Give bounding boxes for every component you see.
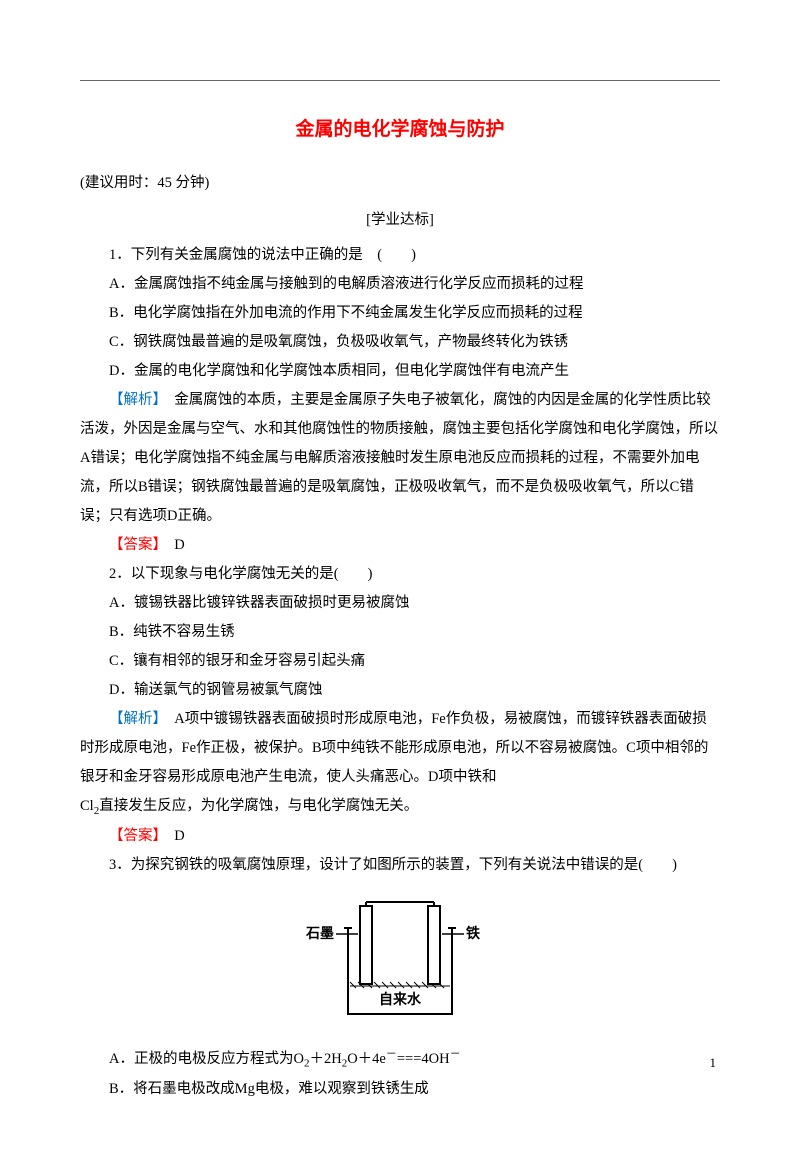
q2-analysis-p1: 【解析】 A项中镀锡铁器表面破损时形成原电池，Fe作负极，易被腐蚀，而镀锌铁器表… [80,705,720,792]
diagram-liquid-label: 自来水 [379,991,422,1008]
q1-answer-text: D [160,537,185,553]
q1-option-a: A．金属腐蚀指不纯金属与接触到的电解质溶液进行化学反应而损耗的过程 [80,270,720,299]
top-rule [80,80,720,81]
answer-label: 【答案】 [109,537,160,553]
q1-option-d: D．金属的电化学腐蚀和化学腐蚀本质相同，但电化学腐蚀伴有电流产生 [80,357,720,386]
section-label: [学业达标] [80,206,720,235]
q3-a-mid3: ===4OH [397,1051,450,1067]
q2-option-a: A．镀锡铁器比镀锌铁器表面破损时更易被腐蚀 [80,589,720,618]
time-hint: (建议用时：45 分钟) [80,169,720,198]
q3-a-pre: A．正极的电极反应方程式为O [109,1051,304,1067]
diagram-left-label: 石墨 [305,926,334,942]
q3-a-sup: － [386,1048,397,1060]
q2-answer: 【答案】 D [80,822,720,851]
q2-option-c: C．镶有相邻的银牙和金牙容易引起头痛 [80,647,720,676]
q2-option-d: D．输送氯气的钢管易被氯气腐蚀 [80,676,720,705]
analysis-label: 【解析】 [109,392,160,408]
beaker-diagram: 石墨 铁 自来水 [300,886,500,1026]
q3-option-a: A．正极的电极反应方程式为O2＋2H2O＋4e－===4OH－ [80,1043,720,1075]
q3-option-b: B．将石墨电极改成Mg电极，难以观察到铁锈生成 [80,1075,720,1104]
q2-stem: 2．以下现象与电化学腐蚀无关的是( ) [80,560,720,589]
q3-a-mid2: O＋4e [347,1051,386,1067]
q3-stem: 3．为探究钢铁的吸氧腐蚀原理，设计了如图所示的装置，下列有关说法中错误的是( ) [80,851,720,880]
q1-option-b: B．电化学腐蚀指在外加电流的作用下不纯金属发生化学反应而损耗的过程 [80,299,720,328]
q3-a-mid1: ＋2H [309,1051,341,1067]
doc-title: 金属的电化学腐蚀与防护 [80,111,720,149]
q1-analysis: 【解析】 金属腐蚀的本质，主要是金属原子失电子被氧化，腐蚀的内因是金属的化学性质… [80,386,720,531]
page-number: 1 [710,1050,717,1076]
analysis-label: 【解析】 [109,711,160,727]
q3-a-sup2: － [450,1048,461,1060]
answer-label: 【答案】 [109,828,160,844]
diagram-right-label: 铁 [466,925,480,942]
q2-analysis-p2: Cl2直接发生反应，为化学腐蚀，与电化学腐蚀无关。 [80,792,720,822]
q1-stem: 1．下列有关金属腐蚀的说法中正确的是 ( ) [80,241,720,270]
q2-analysis-text2: 直接发生反应，为化学腐蚀，与电化学腐蚀无关。 [99,798,418,814]
q2-analysis-text1: A项中镀锡铁器表面破损时形成原电池，Fe作负极，易被腐蚀，而镀锌铁器表面破损时形… [80,711,708,785]
q3-diagram-wrap: 石墨 铁 自来水 [80,886,720,1037]
q1-answer: 【答案】 D [80,531,720,560]
q2-answer-text: D [160,828,185,844]
q2-option-b: B．纯铁不容易生锈 [80,618,720,647]
q2-cl: Cl [80,798,94,814]
q1-option-c: C．钢铁腐蚀最普遍的是吸氧腐蚀，负极吸收氧气，产物最终转化为铁锈 [80,328,720,357]
q1-analysis-text: 金属腐蚀的本质，主要是金属原子失电子被氧化，腐蚀的内因是金属的化学性质比较活泼，… [80,392,718,524]
